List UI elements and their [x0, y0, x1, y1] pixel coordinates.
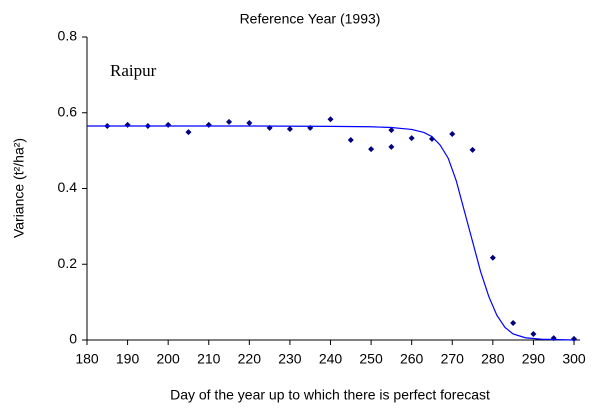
y-axis-label: Variance (t²/ha²): [11, 138, 27, 238]
fit-line: [87, 125, 575, 341]
data-point: [347, 137, 354, 144]
annotation: Raipur: [110, 61, 157, 80]
data-point: [408, 135, 415, 142]
data-point: [449, 130, 456, 137]
y-tick-label: 0: [69, 331, 77, 347]
data-point: [205, 121, 212, 128]
x-axis-label: Day of the year up to which there is per…: [170, 387, 490, 403]
x-tick-label: 210: [197, 351, 221, 367]
x-tick-label: 270: [441, 351, 465, 367]
chart-title: Reference Year (1993): [240, 11, 381, 27]
data-point: [327, 116, 334, 123]
data-point: [388, 127, 395, 134]
x-tick-label: 280: [481, 351, 505, 367]
y-tick-label: 0.4: [58, 179, 78, 195]
x-tick-label: 230: [278, 351, 302, 367]
x-tick-label: 300: [562, 351, 586, 367]
data-point: [185, 129, 192, 136]
y-tick-label: 0.6: [58, 103, 78, 119]
data-point: [571, 335, 577, 342]
x-tick-label: 240: [319, 351, 343, 367]
x-tick-label: 190: [116, 351, 140, 367]
data-point: [530, 330, 537, 337]
y-tick-label: 0.2: [58, 255, 78, 271]
data-point: [489, 254, 496, 261]
data-point: [124, 121, 131, 128]
x-tick-label: 260: [400, 351, 424, 367]
data-point: [510, 319, 517, 326]
data-point: [165, 121, 172, 128]
x-tick-label: 180: [75, 351, 99, 367]
x-tick-label: 220: [238, 351, 262, 367]
data-point: [246, 119, 253, 126]
data-point: [388, 143, 395, 150]
y-tick-label: 0.8: [58, 28, 78, 44]
x-tick-label: 290: [522, 351, 546, 367]
data-point: [286, 126, 293, 133]
data-point: [368, 146, 375, 153]
data-point: [226, 118, 233, 125]
x-tick-label: 200: [156, 351, 180, 367]
data-point: [469, 146, 476, 153]
x-tick-label: 250: [359, 351, 383, 367]
